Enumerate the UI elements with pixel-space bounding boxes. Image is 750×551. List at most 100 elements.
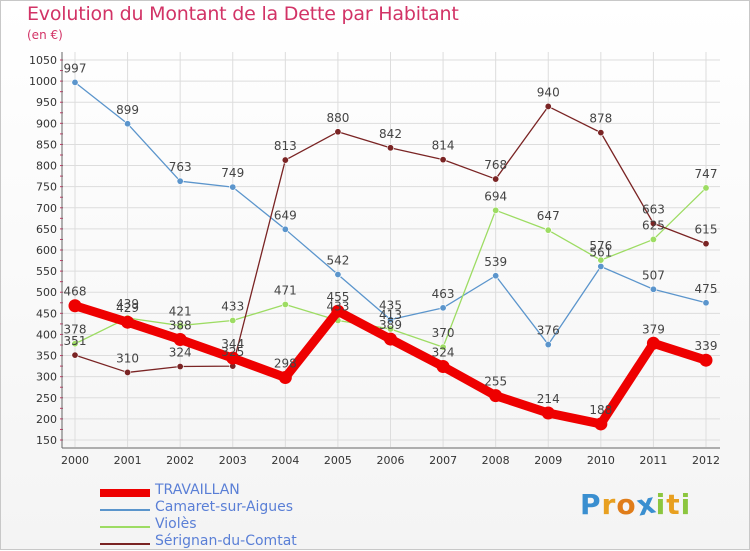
data-label: 749 (221, 166, 244, 180)
data-label: 649 (274, 208, 297, 222)
data-label: 310 (116, 351, 139, 365)
data-point (702, 184, 710, 192)
data-label: 625 (642, 218, 665, 232)
data-point (71, 351, 79, 359)
data-label: 463 (432, 287, 455, 301)
legend-swatch (100, 489, 150, 497)
data-point (68, 299, 82, 313)
logo-letter: r (601, 488, 617, 521)
data-point (492, 175, 500, 183)
data-point (331, 304, 345, 318)
y-tick-label: 400 (36, 328, 57, 341)
data-label: 813 (274, 139, 297, 153)
data-label: 298 (274, 357, 297, 371)
data-label: 344 (221, 337, 244, 351)
data-point (544, 226, 552, 234)
logo-letter: P (580, 488, 602, 521)
data-label: 507 (642, 268, 665, 282)
series (68, 78, 713, 431)
data-point (492, 272, 500, 280)
proxiti-logo: Proxiti (580, 486, 692, 522)
data-point (386, 316, 394, 324)
data-label: 899 (116, 103, 139, 117)
x-tick-label: 2004 (271, 454, 299, 467)
data-point (702, 299, 710, 307)
y-tick-label: 450 (36, 307, 57, 320)
y-tick-label: 1050 (29, 54, 57, 67)
data-point (278, 371, 292, 385)
data-point (439, 343, 447, 351)
data-label: 694 (484, 189, 507, 203)
data-labels: 468 429 388 344 298 455 389 324 255 214 188 379 339 9… (64, 61, 718, 417)
y-tick-label: 600 (36, 244, 57, 257)
data-point (176, 177, 184, 185)
data-label: 455 (326, 290, 349, 304)
x-tick-label: 2012 (692, 454, 720, 467)
data-label: 576 (589, 239, 612, 253)
x-tick-label: 2010 (587, 454, 615, 467)
y-tick-label: 150 (36, 434, 57, 447)
data-label: 188 (589, 403, 612, 417)
data-point (594, 417, 608, 431)
grid (62, 52, 720, 447)
data-label: 325 (221, 345, 244, 359)
data-point (597, 129, 605, 137)
data-point (71, 78, 79, 86)
data-point (544, 341, 552, 349)
data-label: 842 (379, 127, 402, 141)
data-label: 747 (695, 167, 718, 181)
data-label: 471 (274, 283, 297, 297)
x-tick-label: 2005 (324, 454, 352, 467)
data-label: 433 (326, 300, 349, 314)
data-label: 880 (326, 111, 349, 125)
data-label: 324 (169, 346, 192, 360)
logo-letter: t (666, 488, 681, 521)
y-tick-label: 800 (36, 160, 57, 173)
logo-letter: i (680, 488, 692, 521)
chart-title: Evolution du Montant de la Dette par Hab… (27, 3, 459, 25)
data-point (649, 219, 657, 227)
data-point (597, 256, 605, 264)
data-point (702, 240, 710, 248)
data-point (439, 304, 447, 312)
data-point (489, 389, 503, 403)
y-tick-label: 1000 (29, 75, 57, 88)
data-point (597, 262, 605, 270)
data-label: 878 (589, 112, 612, 126)
data-label: 647 (537, 209, 560, 223)
data-label: 814 (432, 139, 455, 153)
data-label: 475 (695, 282, 718, 296)
x-tick-label: 2009 (534, 454, 562, 467)
data-point (334, 270, 342, 278)
data-point (439, 156, 447, 164)
data-label: 615 (695, 223, 718, 237)
data-point (699, 353, 713, 367)
data-point (386, 325, 394, 333)
data-label: 539 (484, 255, 507, 269)
data-point (386, 144, 394, 152)
data-point (124, 368, 132, 376)
data-label: 378 (64, 323, 87, 337)
legend-item: Camaret-sur-Aigues (100, 499, 360, 517)
data-point (541, 406, 555, 420)
y-tick-label: 750 (36, 181, 57, 194)
data-point (281, 225, 289, 233)
data-label: 413 (379, 308, 402, 322)
data-point (649, 285, 657, 293)
data-label: 324 (432, 346, 455, 360)
data-label: 768 (484, 158, 507, 172)
x-tick-label: 2006 (377, 454, 405, 467)
data-label: 214 (537, 392, 560, 406)
data-label: 433 (221, 300, 244, 314)
x-tick-label: 2008 (482, 454, 510, 467)
data-label: 997 (64, 61, 87, 75)
data-point (229, 317, 237, 325)
y-tick-label: 950 (36, 96, 57, 109)
data-label: 763 (169, 160, 192, 174)
y-tick-label: 350 (36, 350, 57, 363)
data-point (176, 322, 184, 330)
legend-label: Sérignan-du-Comtat (155, 533, 297, 549)
data-label: 429 (116, 301, 139, 315)
